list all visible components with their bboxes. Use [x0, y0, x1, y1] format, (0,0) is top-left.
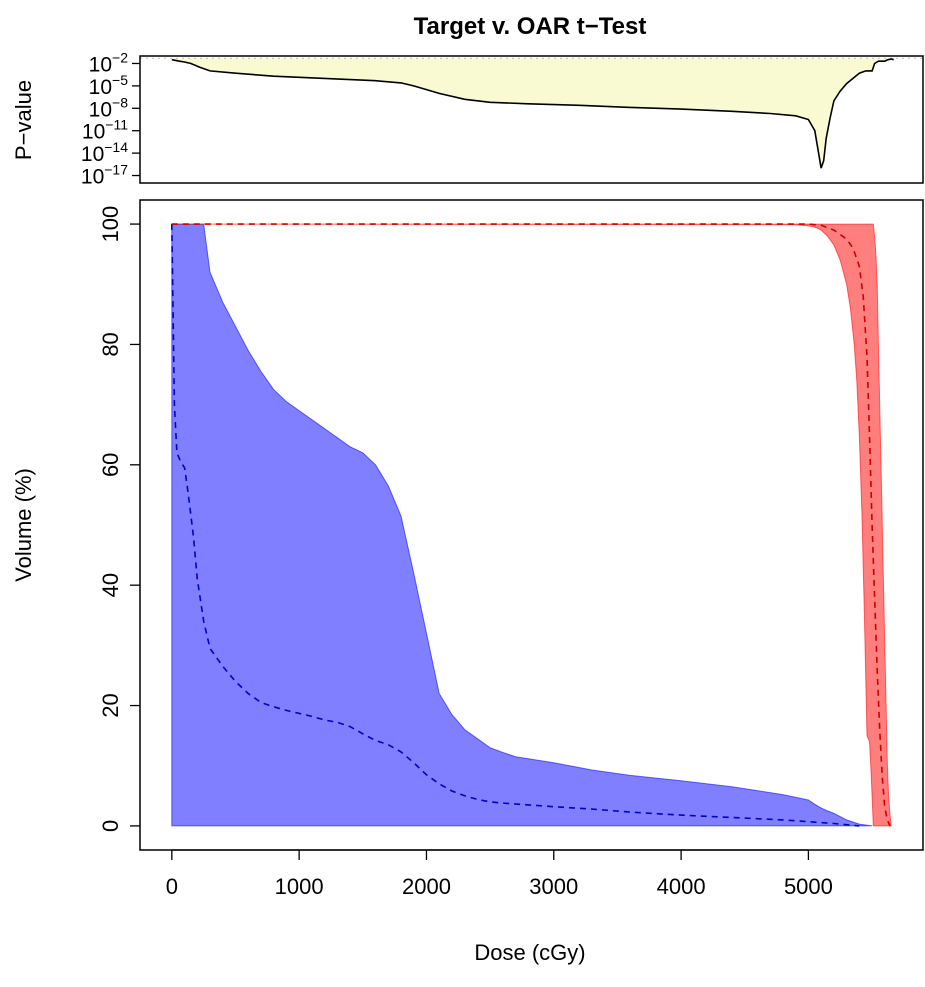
- dvh-series-layer: [171, 223, 892, 827]
- x-tick-label: 0: [166, 874, 178, 899]
- pvalue-y-tick-label: 10−2: [89, 49, 129, 76]
- y-tick-label: 40: [98, 573, 123, 597]
- y-tick-label: 0: [98, 820, 123, 832]
- pvalue-y-tick-label: 10−14: [81, 139, 128, 166]
- series-1-range-band: [171, 223, 892, 827]
- y-tick-label: 20: [98, 693, 123, 717]
- x-tick-label: 2000: [402, 874, 451, 899]
- pvalue-y-tick-label: 10−8: [89, 94, 129, 121]
- y-tick-label: 100: [98, 206, 123, 243]
- dvh-panel: 0 1000 2000 3000 4000 5000 0 20 40 60 80 100 Dose …: [11, 199, 924, 965]
- y-tick-label: 80: [98, 332, 123, 356]
- y-axis-label: Volume (%): [11, 468, 36, 582]
- pvalue-y-tick-label: 10−5: [89, 72, 129, 99]
- series-0-mean-line: [171, 224, 860, 827]
- chart-title: Target v. OAR t−Test: [414, 13, 647, 40]
- x-tick-label: 1000: [275, 874, 324, 899]
- x-tick-label: 3000: [529, 874, 578, 899]
- series-1-mean-line: [171, 223, 891, 827]
- dvh-y-ticks: 0 20 40 60 80 100: [98, 206, 140, 832]
- pvalue-y-tick-label: 10−17: [81, 162, 128, 189]
- pvalue-significance-fill: [171, 58, 894, 169]
- y-tick-label: 60: [98, 453, 123, 477]
- pvalue-y-axis-label: P−value: [11, 80, 36, 160]
- x-tick-label: 4000: [657, 874, 706, 899]
- x-tick-label: 5000: [784, 874, 833, 899]
- dvh-x-ticks: 0 1000 2000 3000 4000 5000: [166, 849, 833, 899]
- pvalue-plot-frame: [139, 55, 924, 184]
- x-axis-label: Dose (cGy): [474, 940, 585, 965]
- pvalue-y-tick-label: 10−11: [82, 117, 128, 144]
- pvalue-curve: [171, 58, 894, 169]
- series-0-range-band: [171, 223, 873, 827]
- pvalue-significance-fill-layer: [171, 58, 894, 169]
